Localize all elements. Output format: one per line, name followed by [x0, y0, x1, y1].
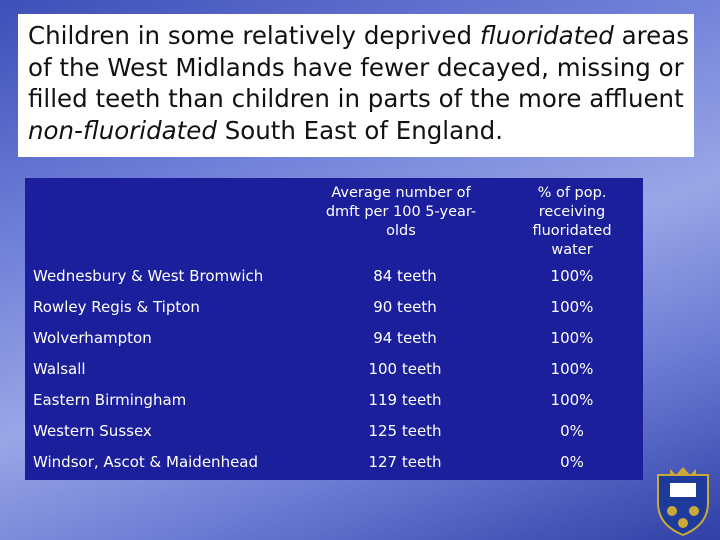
row-label: Windsor, Ascot & Maidenhead — [33, 453, 259, 471]
table-cell: 0% — [560, 422, 584, 440]
row-label: Walsall — [33, 360, 86, 378]
column-header: Average number of dmft per 100 5-year-ol… — [325, 185, 477, 239]
table-cell: 127 teeth — [368, 453, 442, 471]
table-cell: 100% — [550, 391, 594, 409]
table-cell: 90 teeth — [373, 298, 437, 316]
table-cell: 119 teeth — [368, 391, 442, 409]
row-label: Wednesbury & West Bromwich — [33, 267, 264, 285]
table-cell: 0% — [560, 453, 584, 471]
table-cell: 100% — [550, 267, 594, 285]
table-cell: 100% — [550, 329, 594, 347]
row-label: Rowley Regis & Tipton — [33, 298, 200, 316]
title-text: Children in some relatively deprived — [28, 21, 480, 50]
row-label: Eastern Birmingham — [33, 391, 187, 409]
row-label: Western Sussex — [33, 422, 152, 440]
title-text: South East of England. — [216, 115, 503, 145]
column-header: % of pop. receiving fluoridated water — [532, 185, 612, 258]
table-cell: 100% — [550, 298, 594, 316]
table-cell: 94 teeth — [373, 329, 437, 347]
table-cell: 84 teeth — [373, 267, 437, 285]
crest — [657, 467, 709, 537]
table-cell: 125 teeth — [368, 422, 442, 440]
table-cell: 100 teeth — [368, 360, 442, 378]
title-text: areas of the West Midlands have fewer de… — [28, 21, 690, 113]
row-label: Wolverhampton — [33, 329, 152, 347]
table-cell: 100% — [550, 360, 594, 378]
title: Children in some relatively deprived flu… — [18, 14, 694, 157]
title-text: non-fluoridated — [28, 115, 217, 145]
table: Average number of dmft per 100 5-year-ol… — [25, 178, 643, 480]
title-text: fluoridated — [479, 21, 614, 50]
